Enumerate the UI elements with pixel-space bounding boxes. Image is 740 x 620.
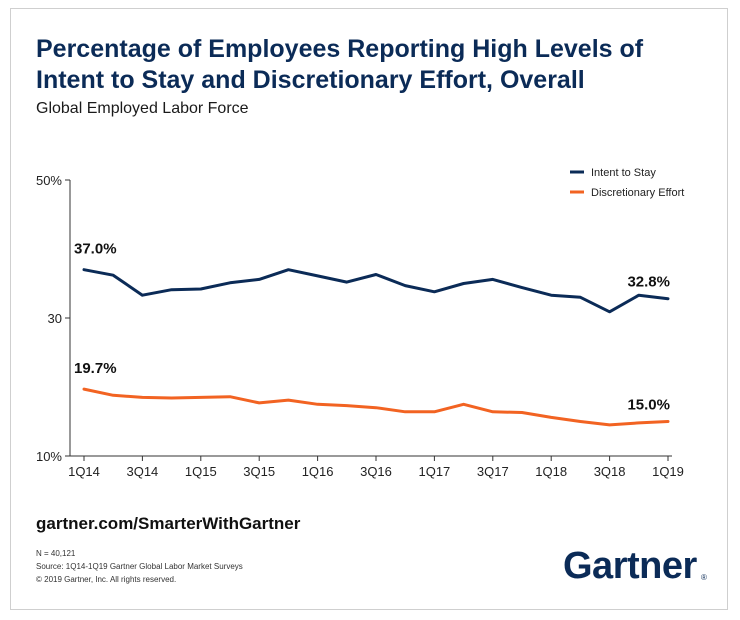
chart-subtitle: Global Employed Labor Force (36, 100, 249, 117)
registered-mark: ® (701, 573, 707, 582)
website-link[interactable]: gartner.com/SmarterWithGartner (36, 514, 301, 533)
chart-title: Percentage of Employees Reporting High L… (36, 35, 644, 94)
copyright-note: © 2019 Gartner, Inc. All rights reserved… (36, 575, 177, 584)
sample-size-note: N = 40,121 (36, 549, 76, 558)
gartner-logo: Gartner (563, 545, 697, 587)
source-note: Source: 1Q14-1Q19 Gartner Global Labor M… (36, 562, 243, 571)
